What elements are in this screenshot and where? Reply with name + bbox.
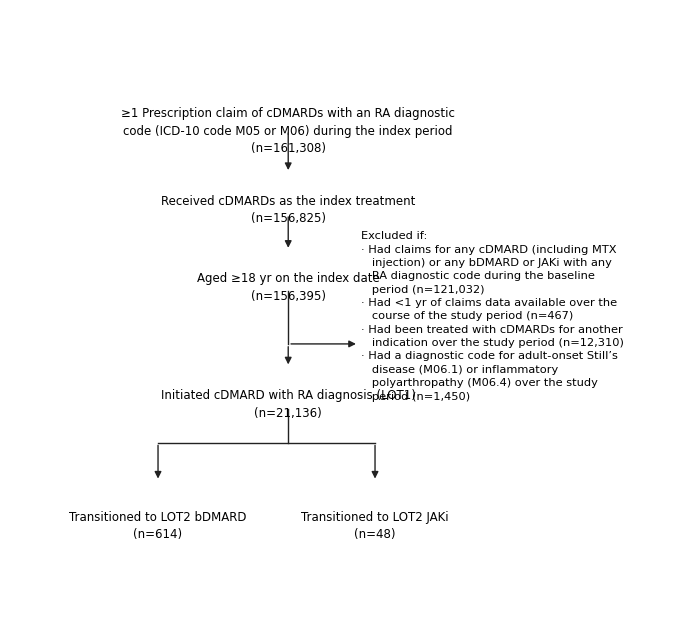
Text: Transitioned to LOT2 bDMARD
(n=614): Transitioned to LOT2 bDMARD (n=614) xyxy=(69,510,247,541)
Text: Initiated cDMARD with RA diagnosis (LOT1)
(n=21,136): Initiated cDMARD with RA diagnosis (LOT1… xyxy=(161,389,416,420)
Text: Received cDMARDs as the index treatment
(n=156,825): Received cDMARDs as the index treatment … xyxy=(161,195,415,225)
Text: ≥1 Prescription claim of cDMARDs with an RA diagnostic
code (ICD-10 code M05 or : ≥1 Prescription claim of cDMARDs with an… xyxy=(121,107,455,155)
Text: Transitioned to LOT2 JAKi
(n=48): Transitioned to LOT2 JAKi (n=48) xyxy=(301,510,449,541)
Text: Excluded if:
· Had claims for any cDMARD (including MTX
   injection) or any bDM: Excluded if: · Had claims for any cDMARD… xyxy=(361,231,624,401)
Text: Aged ≥18 yr on the index date
(n=156,395): Aged ≥18 yr on the index date (n=156,395… xyxy=(197,273,379,303)
